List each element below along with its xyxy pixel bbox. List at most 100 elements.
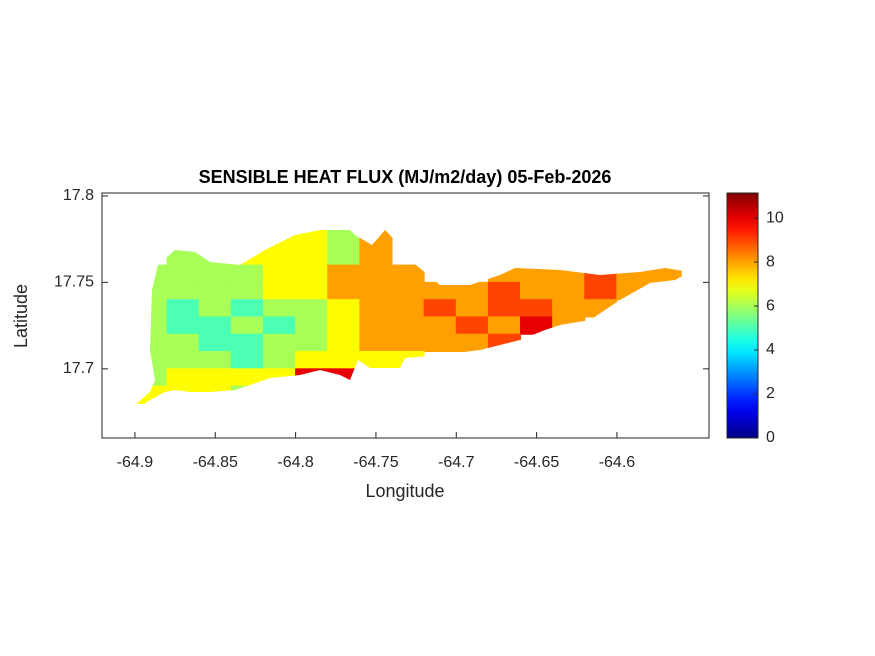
heat-cell	[423, 281, 457, 301]
heat-cell	[166, 351, 200, 370]
heat-cell	[359, 264, 393, 283]
x-tick-label: -64.6	[599, 454, 636, 471]
heat-cell	[230, 299, 264, 318]
heat-cell	[198, 333, 232, 353]
heat-cell	[391, 351, 425, 370]
map-field	[135, 230, 682, 404]
heat-cell	[295, 247, 329, 266]
heat-cell	[327, 281, 361, 301]
colorbar-tick-label: 10	[766, 209, 784, 226]
heat-cell	[198, 247, 232, 266]
x-tick-label: -64.65	[514, 454, 559, 471]
heat-cell	[520, 281, 554, 301]
heat-cell	[327, 351, 361, 370]
heat-cell	[166, 281, 200, 301]
heat-cell	[359, 230, 393, 249]
heat-cell	[166, 299, 200, 318]
heat-cell	[391, 281, 425, 301]
heat-cell	[423, 333, 457, 353]
heat-cell	[135, 299, 168, 318]
heat-cell	[295, 316, 329, 335]
heat-cell	[135, 385, 168, 404]
heat-cell	[166, 333, 200, 353]
heat-cell	[584, 299, 618, 318]
heat-cell	[359, 316, 393, 335]
heat-cell	[262, 281, 297, 301]
heat-cell	[198, 281, 232, 301]
heat-cell	[230, 368, 264, 387]
heat-cell	[262, 368, 297, 387]
heat-cell	[584, 281, 618, 301]
heat-cell	[295, 368, 329, 387]
heat-cell	[327, 247, 361, 266]
heat-cell	[135, 316, 168, 335]
heat-cell	[359, 299, 393, 318]
heat-cell	[166, 264, 200, 283]
heat-cell	[552, 264, 586, 283]
heat-cell	[198, 299, 232, 318]
heat-cell	[198, 264, 232, 283]
heat-cell	[552, 316, 586, 335]
y-tick-label: 17.7	[63, 360, 94, 377]
heat-cell	[135, 351, 168, 370]
heat-cell	[262, 351, 297, 370]
heat-cell	[327, 299, 361, 318]
colorbar-tick-label: 2	[766, 385, 775, 402]
colorbar-tick-label: 8	[766, 253, 775, 270]
heat-cell	[262, 316, 297, 335]
heat-cell	[295, 264, 329, 283]
heat-cell	[262, 333, 297, 353]
heat-cell	[487, 316, 522, 335]
heat-cell	[135, 281, 168, 301]
y-tick-label: 17.8	[63, 187, 94, 204]
heat-cell	[455, 281, 489, 301]
y-axis-label: Latitude	[11, 284, 31, 348]
heat-cell	[295, 230, 329, 249]
heat-cell	[135, 264, 168, 283]
colorbar	[726, 192, 759, 439]
heat-cell	[327, 264, 361, 283]
heat-cell	[552, 281, 586, 301]
heat-cell	[135, 368, 168, 387]
x-tick-label: -64.75	[353, 454, 398, 471]
colorbar-tick-label: 0	[766, 429, 775, 446]
heat-cell	[455, 333, 489, 353]
heat-cell	[198, 385, 232, 404]
heat-cell	[648, 264, 682, 283]
heat-cell	[327, 333, 361, 353]
heat-cell	[166, 368, 200, 387]
x-tick-label: -64.9	[117, 454, 154, 471]
chart-title: SENSIBLE HEAT FLUX (MJ/m2/day) 05-Feb-20…	[199, 167, 612, 187]
heat-cell	[359, 333, 393, 353]
y-tick-label: 17.75	[54, 274, 94, 291]
heat-cell	[327, 368, 361, 387]
heat-cell	[230, 333, 264, 353]
heat-cell	[295, 333, 329, 353]
heat-cell	[327, 316, 361, 335]
heat-cell	[359, 351, 393, 370]
heat-cell	[230, 281, 264, 301]
heat-cell	[166, 316, 200, 335]
axes-box	[101, 192, 710, 439]
heat-cell	[230, 247, 264, 266]
heat-cell	[423, 299, 457, 318]
heat-cell	[359, 281, 393, 301]
heat-cell	[230, 316, 264, 335]
colorbar-tick-label: 4	[766, 341, 775, 358]
heat-cell	[295, 351, 329, 370]
heat-cell	[487, 299, 522, 318]
heat-cell	[455, 316, 489, 335]
heat-cell	[327, 230, 361, 249]
heat-cell	[391, 316, 425, 335]
heat-cell	[391, 264, 425, 283]
heat-cell	[295, 281, 329, 301]
heat-cell	[616, 281, 650, 301]
heat-cell	[295, 299, 329, 318]
heat-cell	[230, 385, 264, 404]
heat-cell	[520, 264, 554, 283]
x-tick-label: -64.7	[438, 454, 475, 471]
heat-cell	[198, 368, 232, 387]
x-axis-label: Longitude	[365, 481, 444, 501]
heat-cell	[552, 299, 586, 318]
